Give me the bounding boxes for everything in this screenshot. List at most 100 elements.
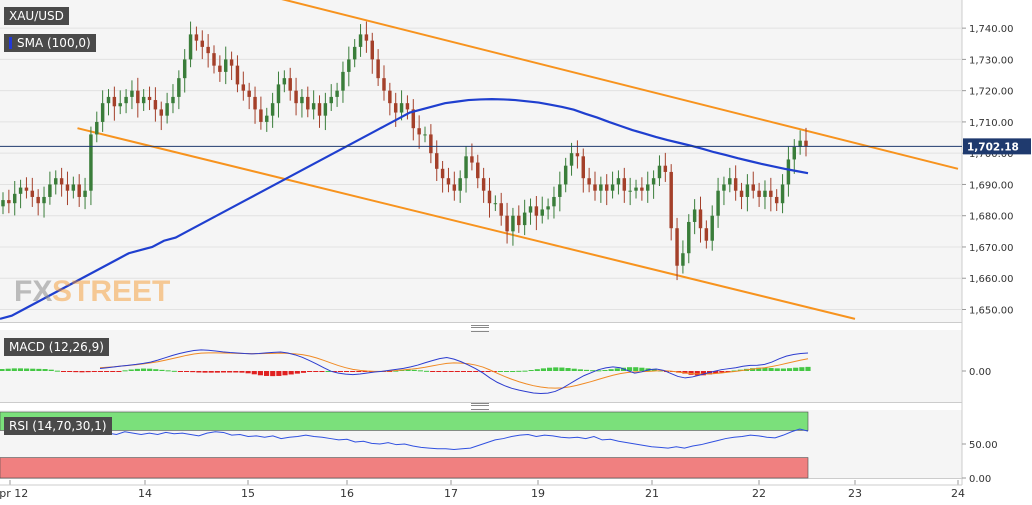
symbol-label: XAU/USD — [4, 7, 69, 25]
candle-body — [12, 193, 17, 204]
panel-resize-handle-macd[interactable] — [471, 325, 489, 332]
candle-body — [141, 96, 146, 104]
macd-histogram-bar — [602, 370, 608, 372]
macd-legend: MACD (12,26,9) — [4, 338, 109, 356]
macd-histogram-bar — [282, 371, 288, 376]
sma-legend: SMA (100,0) — [4, 34, 96, 52]
candle-body — [417, 128, 421, 135]
candle-body — [335, 90, 339, 97]
candle-body — [288, 78, 292, 91]
macd-histogram-bar — [325, 371, 331, 372]
macd-histogram-bar — [24, 368, 30, 371]
date-tick-label: 21 — [645, 487, 659, 500]
macd-histogram-bar — [516, 370, 522, 372]
candle-body — [18, 187, 23, 194]
macd-histogram-bar — [214, 371, 220, 373]
candle-body — [182, 59, 187, 79]
candle-body — [177, 78, 181, 97]
date-axis: Apr 12 14 15 16 17 19 21 22 23 24 — [0, 480, 965, 500]
candle-body — [71, 184, 76, 191]
macd-histogram-bar — [479, 371, 485, 372]
macd-histogram-bar — [362, 371, 368, 372]
panel-resize-handle-rsi[interactable] — [471, 403, 489, 410]
macd-histogram-bar — [805, 366, 811, 371]
macd-histogram-bar — [497, 371, 503, 372]
candle-body — [575, 153, 580, 157]
candle-body — [722, 184, 726, 191]
macd-histogram-bar — [36, 368, 42, 371]
macd-histogram-bar — [140, 368, 147, 371]
macd-histogram-bar — [393, 370, 399, 372]
candle-body — [792, 146, 797, 160]
candle-body — [212, 53, 216, 66]
candle-body — [171, 96, 175, 104]
macd-histogram-bar — [356, 371, 362, 372]
macd-histogram-bar — [233, 371, 239, 373]
candle-body — [77, 184, 81, 197]
macd-histogram-bar — [350, 371, 356, 372]
macd-histogram-bar — [485, 371, 491, 372]
macd-histogram-bar — [510, 371, 516, 372]
macd-histogram-bar — [780, 368, 786, 371]
candle-body — [352, 46, 357, 60]
candle-body — [446, 178, 451, 185]
macd-histogram-bar — [134, 368, 140, 371]
candle-body — [235, 65, 240, 85]
price-tick-label: 1,710.00 — [969, 118, 1014, 129]
sma-swatch — [9, 37, 12, 49]
macd-histogram-bar — [184, 371, 190, 372]
candle-body — [411, 109, 416, 129]
macd-histogram-bar — [196, 371, 202, 373]
candle-body — [622, 178, 627, 191]
macd-histogram-bar — [559, 367, 565, 371]
candle-body — [692, 209, 697, 222]
candle-body — [36, 196, 40, 204]
candle-body — [106, 96, 111, 104]
macd-histogram-bar — [417, 370, 423, 372]
price-tick-label: 1,680.00 — [969, 212, 1014, 223]
macd-histogram-bar — [651, 369, 657, 371]
rsi-tick-label: 50.00 — [969, 440, 998, 451]
channel-upper-line — [281, 0, 959, 170]
macd-histogram-bar — [436, 371, 442, 372]
candle-body — [774, 196, 779, 204]
last-price-label: 1,702.18 — [967, 141, 1019, 153]
candle-body — [698, 209, 703, 229]
macd-histogram-bar — [116, 371, 122, 372]
price-tick-label: 1,650.00 — [969, 305, 1014, 316]
macd-histogram-bar — [756, 367, 762, 371]
sma-100-line — [0, 98, 809, 320]
macd-histogram-bar — [288, 371, 294, 375]
candle-body — [499, 203, 503, 216]
macd-histogram-bar — [227, 371, 233, 373]
candle-body — [206, 46, 210, 54]
candle-body — [388, 90, 392, 104]
macd-histogram-bar — [786, 368, 793, 371]
candle-body — [757, 190, 761, 197]
candle-body — [218, 65, 222, 72]
watermark-street: STREET — [52, 275, 170, 308]
candle-body — [593, 184, 597, 191]
macd-histogram-bar — [30, 368, 36, 371]
macd-histogram-bar — [540, 368, 547, 371]
rsi-oversold-zone — [0, 457, 809, 479]
macd-histogram-bar — [639, 367, 645, 371]
candle-body — [470, 156, 474, 163]
macd-histogram-bar — [251, 371, 257, 375]
candle-body — [54, 178, 58, 185]
candle-body — [610, 184, 615, 191]
candle-body — [558, 184, 562, 197]
candle-body — [751, 184, 755, 191]
candle-body — [358, 34, 363, 47]
macd-histogram-bar — [750, 368, 756, 371]
macd-histogram-bar — [774, 368, 780, 371]
macd-signal-line — [99, 352, 809, 389]
macd-histogram-bar — [405, 369, 411, 371]
rsi-line — [99, 428, 809, 450]
macd-histogram-bar — [565, 368, 571, 371]
price-tick-label: 1,740.00 — [969, 24, 1014, 35]
macd-histogram-bar — [67, 371, 73, 372]
channel-lines — [77, 0, 959, 320]
macd-histogram-bar — [337, 371, 343, 372]
macd-histogram-bar — [553, 367, 559, 371]
